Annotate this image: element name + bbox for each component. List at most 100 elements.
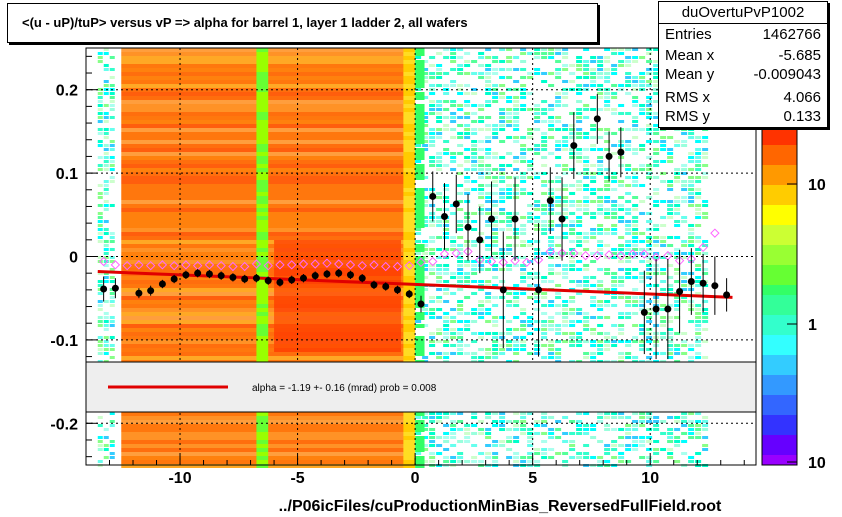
colorbar-band: [762, 175, 797, 186]
stats-row-entries: Entries 1462766: [665, 26, 821, 46]
fit-legend: alpha = -1.19 +- 0.16 (mrad) prob = 0.00…: [85, 361, 757, 413]
colorbar-band: [762, 285, 797, 296]
colorbar-band: [762, 155, 797, 166]
stats-separator: [659, 23, 827, 24]
open-diamond-point: [710, 228, 720, 238]
data-point: [111, 284, 119, 292]
data-point: [617, 148, 625, 156]
open-diamond-point: [381, 261, 391, 272]
chart-title-box: <(u - uP)/tuP> versus vP => alpha for ba…: [7, 3, 598, 43]
open-diamond-point: [239, 261, 250, 272]
open-diamond-point: [510, 255, 520, 266]
colorbar-band: [762, 265, 797, 276]
data-point: [711, 282, 719, 290]
colorbar-band: [762, 235, 797, 246]
open-diamond-point: [110, 260, 121, 270]
colorbar-band: [762, 215, 797, 226]
open-diamond-point: [286, 260, 297, 270]
open-diamond-point: [451, 248, 461, 258]
fit-label: alpha = -1.19 +- 0.16 (mrad) prob = 0.00…: [252, 383, 437, 394]
colorbar-band: [762, 185, 797, 196]
color-scale: 10 1 10: [761, 124, 826, 472]
data-point: [417, 300, 425, 308]
data-point: [217, 272, 225, 280]
open-diamond-point: [569, 248, 579, 258]
stats-row-mean-y: Mean y -0.009043: [665, 66, 821, 86]
data-point: [464, 223, 472, 231]
data-point: [135, 289, 143, 297]
stats-value: 0.133: [783, 108, 821, 125]
data-point: [311, 272, 319, 280]
fit-line: [97, 270, 733, 299]
colorbar-band: [762, 435, 797, 446]
open-diamond-point: [616, 250, 626, 261]
data-point: [511, 215, 519, 223]
open-diamond-point: [698, 242, 708, 253]
open-diamond-point: [580, 250, 591, 261]
x-axis-label: ../P06icFiles/cuProductionMinBias_Revers…: [279, 498, 722, 515]
open-diamond-point: [439, 249, 450, 259]
data-point: [405, 290, 413, 298]
open-diamond-point: [404, 260, 414, 271]
y-tick-label: 0.2: [56, 83, 78, 100]
open-diamond-point: [145, 260, 156, 271]
open-diamond-point: [592, 250, 603, 261]
data-point: [241, 275, 249, 283]
colorbar-band: [762, 125, 797, 136]
data-point: [535, 286, 543, 294]
stats-key: Entries: [665, 26, 712, 43]
data-point: [558, 215, 566, 223]
colorbar-band: [762, 415, 797, 426]
data-point: [323, 270, 331, 278]
data-point: [605, 152, 613, 160]
colorbar-band: [762, 195, 797, 206]
colorbar-band: [762, 335, 797, 346]
data-point: [335, 269, 343, 277]
open-diamond-point: [310, 259, 320, 269]
colorbar-tick-label: 10: [808, 177, 826, 194]
open-diamond-point: [345, 260, 356, 270]
colorbar-band: [762, 165, 797, 176]
colorbar-band: [762, 225, 797, 236]
open-diamond-point: [98, 256, 109, 267]
data-point: [170, 275, 178, 283]
data-point: [699, 279, 707, 287]
open-diamond-point: [134, 260, 144, 270]
data-point: [640, 308, 648, 316]
data-point: [264, 277, 272, 285]
stats-row-mean-x: Mean x -5.685: [665, 47, 821, 67]
colorbar-band: [762, 295, 797, 306]
data-point: [147, 287, 155, 295]
data-points: [98, 93, 731, 360]
colorbar-band: [762, 245, 797, 256]
data-point: [382, 283, 390, 291]
data-point: [288, 276, 296, 284]
colorbar-band: [762, 385, 797, 396]
open-diamond-point: [486, 256, 497, 267]
stats-key: RMS y: [665, 108, 710, 125]
x-tick-label: 5: [528, 470, 537, 487]
stats-box: duOvertuPvP1002 Entries 1462766 Mean x -…: [658, 1, 828, 128]
data-point: [546, 197, 554, 205]
x-tick-label: -5: [290, 470, 304, 487]
open-diamond-point: [392, 261, 403, 272]
open-diamond-point: [627, 249, 638, 259]
grid-lines: [86, 48, 756, 465]
data-point: [488, 215, 496, 223]
data-point: [570, 142, 578, 150]
y-tick-label: -0.2: [50, 416, 78, 433]
stats-key: Mean y: [665, 66, 715, 83]
data-point: [429, 192, 437, 200]
data-point: [299, 274, 307, 282]
stats-value: -5.685: [778, 47, 821, 64]
open-diamond-point: [204, 260, 215, 270]
colorbar-band: [762, 205, 797, 216]
open-diamond-point: [251, 259, 262, 269]
data-point: [194, 269, 202, 277]
colorbar-band: [762, 355, 797, 366]
open-diamond-point: [369, 260, 379, 270]
chart-title: <(u - uP)/tuP> versus vP => alpha for ba…: [22, 15, 468, 30]
stats-value: -0.009043: [753, 66, 821, 83]
axes: -10 -5 0 5 10 -0.2 -0.1 0 0.1 0.2: [50, 55, 745, 487]
x-tick-label: 10: [641, 470, 659, 487]
